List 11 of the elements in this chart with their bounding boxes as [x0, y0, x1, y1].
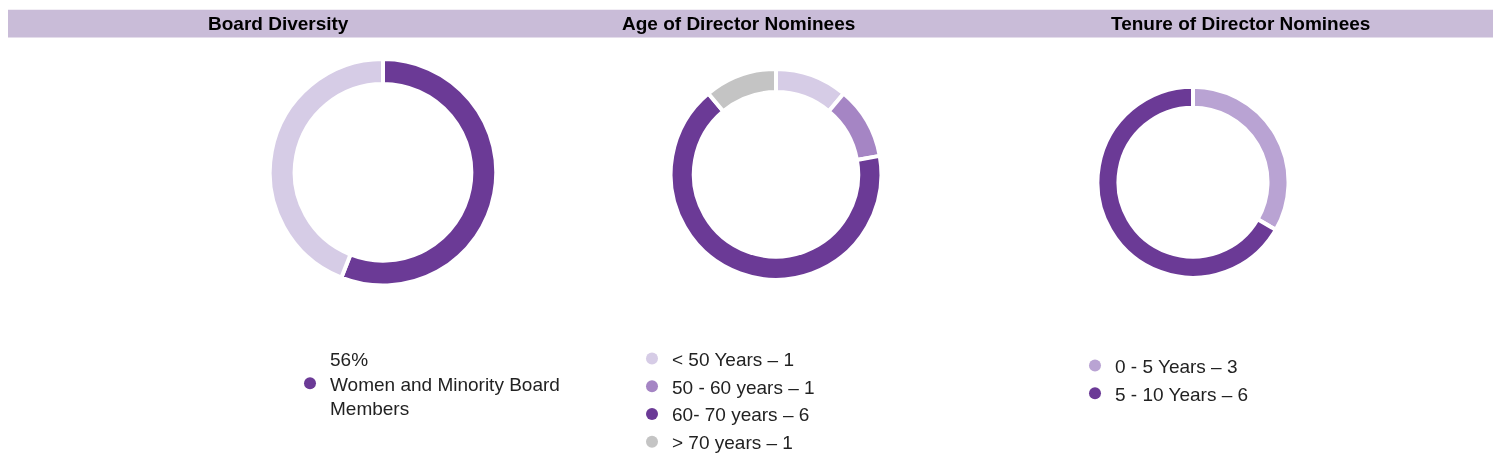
legend-label: 50 - 60 years – 1 — [672, 376, 815, 398]
data-label: 56% — [330, 349, 369, 371]
chart-title: Board Diversity — [208, 13, 349, 34]
legend-label: 60- 70 years – 6 — [672, 404, 810, 426]
legend-label: 5 - 10 Years – 6 — [1115, 383, 1249, 405]
legend-label: Women and Minority Board Members — [330, 373, 560, 420]
chart-title: Age of Director Nominees — [622, 13, 856, 34]
legend-label: < 50 Years – 1 — [672, 349, 795, 371]
chart-title: Tenure of Director Nominees — [1111, 13, 1371, 34]
legend-label: 0 - 5 Years – 3 — [1115, 355, 1238, 377]
legend-label: > 70 years – 1 — [672, 432, 793, 454]
